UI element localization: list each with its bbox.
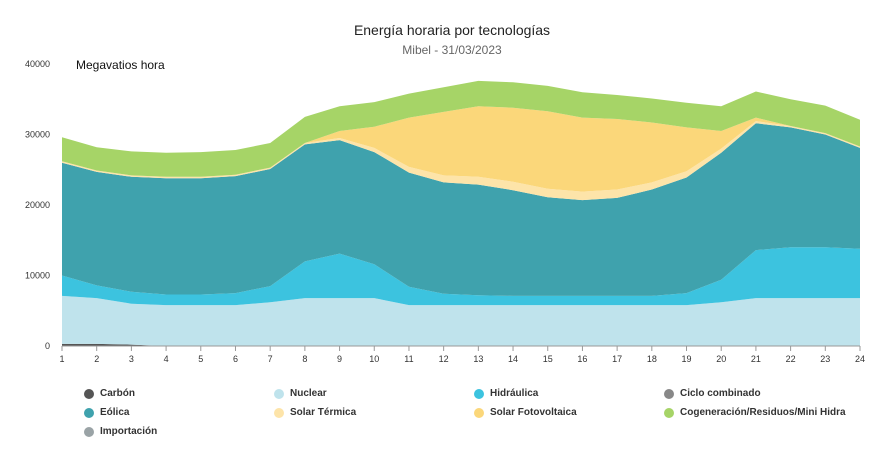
x-tick-label: 19 bbox=[682, 354, 692, 364]
y-tick-label: 20000 bbox=[25, 200, 50, 210]
legend-item[interactable]: Ciclo combinado bbox=[664, 388, 761, 399]
legend-item[interactable]: Carbón bbox=[84, 388, 135, 399]
x-tick-label: 17 bbox=[612, 354, 622, 364]
legend-swatch bbox=[84, 426, 94, 437]
legend-item[interactable]: Nuclear bbox=[274, 388, 327, 399]
x-tick-label: 10 bbox=[369, 354, 379, 364]
legend-label: Cogeneración/Residuos/Mini Hidra bbox=[680, 407, 846, 418]
x-tick-label: 6 bbox=[233, 354, 238, 364]
x-tick-label: 4 bbox=[164, 354, 169, 364]
x-tick-label: 7 bbox=[268, 354, 273, 364]
y-tick-label: 0 bbox=[45, 341, 50, 351]
x-tick-label: 13 bbox=[473, 354, 483, 364]
x-tick-label: 21 bbox=[751, 354, 761, 364]
legend-swatch bbox=[274, 388, 284, 399]
x-tick-label: 15 bbox=[543, 354, 553, 364]
legend-swatch bbox=[274, 407, 284, 418]
x-tick-label: 3 bbox=[129, 354, 134, 364]
legend-swatch bbox=[84, 407, 94, 418]
legend-item[interactable]: Hidráulica bbox=[474, 388, 538, 399]
legend-label: Importación bbox=[100, 426, 158, 437]
area-series-6[interactable] bbox=[62, 106, 860, 192]
x-tick-label: 22 bbox=[786, 354, 796, 364]
legend-label: Eólica bbox=[100, 407, 130, 418]
legend-label: Carbón bbox=[100, 388, 135, 399]
x-tick-label: 11 bbox=[404, 354, 413, 364]
legend-swatch bbox=[664, 407, 674, 418]
legend-item[interactable]: Cogeneración/Residuos/Mini Hidra bbox=[664, 407, 846, 418]
legend-label: Ciclo combinado bbox=[680, 388, 761, 399]
x-tick-label: 20 bbox=[716, 354, 726, 364]
y-tick-label: 10000 bbox=[25, 271, 50, 281]
x-tick-label: 18 bbox=[647, 354, 657, 364]
x-tick-label: 16 bbox=[577, 354, 587, 364]
x-tick-label: 9 bbox=[337, 354, 342, 364]
legend-swatch bbox=[84, 388, 94, 399]
legend-swatch bbox=[474, 388, 484, 399]
x-tick-label: 1 bbox=[59, 354, 64, 364]
legend-item[interactable]: Eólica bbox=[84, 407, 129, 418]
x-tick-label: 24 bbox=[855, 354, 865, 364]
legend-item[interactable]: Importación bbox=[84, 426, 157, 437]
area-series-4[interactable] bbox=[62, 123, 860, 296]
legend-label: Solar Fotovoltaica bbox=[490, 407, 577, 418]
chart-areas bbox=[62, 80, 860, 346]
chart-subtitle: Mibel - 31/03/2023 bbox=[402, 43, 502, 57]
x-tick-label: 23 bbox=[820, 354, 830, 364]
legend-item[interactable]: Solar Térmica bbox=[274, 407, 356, 418]
y-tick-label: 30000 bbox=[25, 130, 50, 140]
legend-label: Nuclear bbox=[290, 388, 327, 399]
area-series-7[interactable] bbox=[62, 80, 860, 177]
x-tick-label: 8 bbox=[302, 354, 307, 364]
legend-swatch bbox=[664, 388, 674, 399]
x-tick-label: 5 bbox=[198, 354, 203, 364]
legend-item[interactable]: Solar Fotovoltaica bbox=[474, 407, 577, 418]
legend-label: Hidráulica bbox=[490, 388, 539, 399]
legend-swatch bbox=[474, 407, 484, 418]
x-tick-label: 2 bbox=[94, 354, 99, 364]
x-tick-label: 12 bbox=[439, 354, 449, 364]
x-tick-label: 14 bbox=[508, 354, 518, 364]
area-series-2[interactable] bbox=[62, 247, 860, 306]
area-series-1[interactable] bbox=[62, 295, 860, 346]
y-axis-label: Megavatios hora bbox=[76, 58, 165, 72]
y-tick-label: 40000 bbox=[25, 59, 50, 69]
legend-label: Solar Térmica bbox=[290, 407, 357, 418]
area-series-5[interactable] bbox=[62, 121, 860, 201]
chart-title: Energía horaria por tecnologías bbox=[354, 22, 550, 38]
